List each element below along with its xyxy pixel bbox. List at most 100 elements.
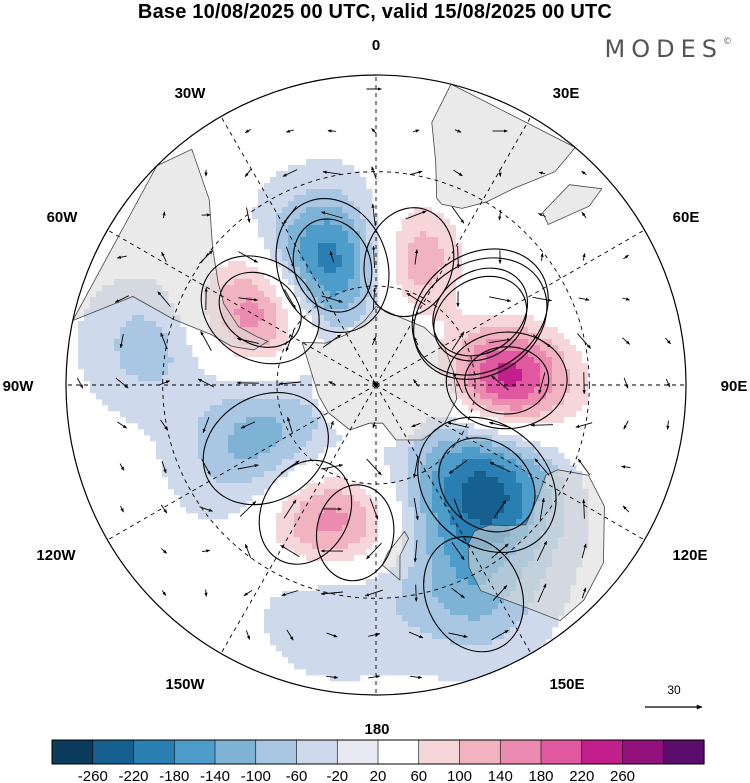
- anomaly-cell: [180, 471, 187, 478]
- anomaly-cell: [336, 615, 343, 622]
- anomaly-cell: [258, 435, 265, 442]
- anomaly-cell: [318, 621, 325, 628]
- anomaly-cell: [306, 165, 313, 172]
- map-title: Base 10/08/2025 00 UTC, valid 15/08/2025…: [137, 1, 613, 23]
- anomaly-cell: [288, 213, 295, 220]
- anomaly-cell: [426, 279, 433, 286]
- anomaly-cell: [138, 399, 145, 406]
- anomaly-cell: [312, 561, 319, 568]
- wind-vector: [114, 295, 129, 303]
- anomaly-cell: [246, 465, 253, 472]
- anomaly-cell: [516, 477, 523, 484]
- anomaly-cell: [504, 603, 511, 610]
- anomaly-cell: [384, 459, 391, 466]
- anomaly-cell: [180, 417, 187, 424]
- anomaly-cell: [450, 603, 457, 610]
- anomaly-cell: [324, 213, 331, 220]
- colorbar-tick-label: 20: [370, 768, 387, 783]
- anomaly-cell: [324, 189, 331, 196]
- anomaly-cell: [624, 393, 631, 400]
- anomaly-cell: [300, 453, 307, 460]
- anomaly-cell: [336, 183, 343, 190]
- anomaly-cell: [450, 669, 457, 676]
- anomaly-cell: [84, 315, 91, 322]
- anomaly-cell: [420, 297, 427, 304]
- anomaly-cell: [474, 489, 481, 496]
- anomaly-cell: [438, 225, 445, 232]
- anomaly-cell: [432, 183, 439, 190]
- anomaly-cell: [306, 537, 313, 544]
- anomaly-cell: [414, 207, 421, 214]
- anomaly-cell: [102, 321, 109, 328]
- anomaly-cell: [348, 309, 355, 316]
- anomaly-cell: [156, 417, 163, 424]
- anomaly-cell: [246, 411, 253, 418]
- anomaly-cell: [318, 417, 325, 424]
- anomaly-cell: [534, 417, 541, 424]
- anomaly-cell: [294, 381, 301, 388]
- anomaly-cell: [258, 459, 265, 466]
- anomaly-cell: [246, 483, 253, 490]
- anomaly-cell: [516, 405, 523, 412]
- anomaly-cell: [426, 471, 433, 478]
- anomaly-cell: [312, 177, 319, 184]
- anomaly-cell: [300, 447, 307, 454]
- anomaly-cell: [264, 423, 271, 430]
- anomaly-cell: [180, 483, 187, 490]
- anomaly-cell: [270, 507, 277, 514]
- anomaly-cell: [474, 651, 481, 658]
- anomaly-cell: [642, 399, 649, 406]
- anomaly-cell: [234, 303, 241, 310]
- anomaly-cell: [450, 315, 457, 322]
- anomaly-cell: [582, 321, 589, 328]
- anomaly-cell: [228, 285, 235, 292]
- anomaly-cell: [546, 327, 553, 334]
- anomaly-cell: [216, 423, 223, 430]
- anomaly-cell: [288, 543, 295, 550]
- anomaly-cell: [240, 441, 247, 448]
- anomaly-cell: [258, 525, 265, 532]
- lon-label-120e: 120E: [672, 547, 707, 564]
- anomaly-cell: [264, 231, 271, 238]
- anomaly-cell: [438, 525, 445, 532]
- anomaly-cell: [450, 591, 457, 598]
- anomaly-cell: [270, 249, 277, 256]
- anomaly-cell: [264, 513, 271, 520]
- anomaly-cell: [324, 567, 331, 574]
- anomaly-cell: [360, 207, 367, 214]
- anomaly-cell: [402, 603, 409, 610]
- anomaly-cell: [498, 507, 505, 514]
- anomaly-cell: [342, 165, 349, 172]
- anomaly-cell: [300, 651, 307, 658]
- anomaly-cell: [348, 609, 355, 616]
- anomaly-cell: [270, 549, 277, 556]
- anomaly-cell: [402, 261, 409, 268]
- anomaly-cell: [498, 663, 505, 670]
- wind-vector: [532, 296, 552, 302]
- anomaly-cell: [282, 195, 289, 202]
- anomaly-cell: [414, 501, 421, 508]
- wind-vector: [451, 541, 465, 561]
- anomaly-cell: [258, 441, 265, 448]
- anomaly-cell: [288, 399, 295, 406]
- anomaly-cell: [462, 573, 469, 580]
- anomaly-cell: [396, 597, 403, 604]
- anomaly-cell: [120, 303, 127, 310]
- anomaly-cell: [186, 405, 193, 412]
- anomaly-cell: [192, 381, 199, 388]
- anomaly-cell: [570, 375, 577, 382]
- anomaly-cell: [456, 291, 463, 298]
- anomaly-cell: [420, 549, 427, 556]
- anomaly-cell: [156, 315, 163, 322]
- anomaly-cell: [432, 465, 439, 472]
- anomaly-cell: [462, 441, 469, 448]
- anomaly-cell: [486, 453, 493, 460]
- anomaly-cell: [420, 207, 427, 214]
- anomaly-cell: [432, 639, 439, 646]
- colorbar-tick-label: 60: [410, 768, 427, 783]
- anomaly-cell: [492, 651, 499, 658]
- anomaly-cell: [330, 315, 337, 322]
- anomaly-cell: [282, 357, 289, 364]
- anomaly-cell: [444, 639, 451, 646]
- anomaly-cell: [474, 327, 481, 334]
